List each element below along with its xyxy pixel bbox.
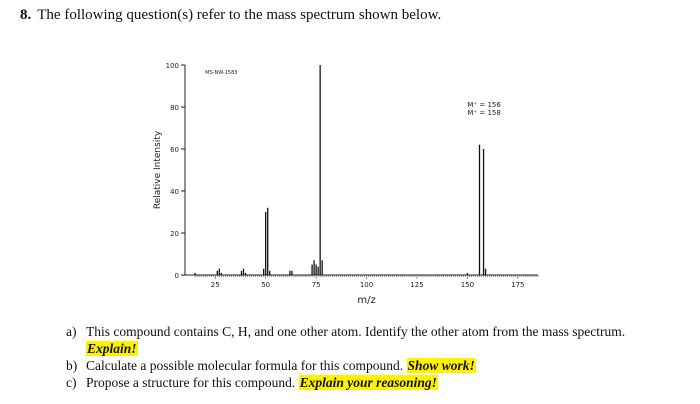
molecular-ion-label: M⁺ = 156 xyxy=(467,101,501,109)
part-c-highlight: Explain your reasoning! xyxy=(298,375,438,390)
part-c-text: Propose a structure for this compound. xyxy=(86,375,296,390)
part-a-label: a) xyxy=(66,324,77,339)
x-tick-label: 100 xyxy=(360,281,373,289)
x-tick-label: 150 xyxy=(461,281,474,289)
part-b-text: Calculate a possible molecular formula f… xyxy=(86,358,404,373)
x-tick-label: 50 xyxy=(261,281,270,289)
part-b: b) Calculate a possible molecular formula… xyxy=(66,357,625,374)
molecular-ion-label: M⁺ = 158 xyxy=(467,109,500,117)
y-axis-title: Relative Intensity xyxy=(153,130,163,209)
part-a-highlight: Explain! xyxy=(86,341,138,356)
mass-spectrum-chart: 0 20 40 60 80 100 25 50 75 100 125 150 175 m/z Relativ… xyxy=(153,62,539,306)
x-tick-label: 175 xyxy=(511,281,524,289)
y-tick-label: 40 xyxy=(170,188,179,196)
y-tick-label: 20 xyxy=(170,230,179,238)
part-c: c) Propose a structure for this compound.… xyxy=(66,374,625,391)
part-a: a) This compound contains C, H, and one o… xyxy=(66,323,625,340)
x-tick-label: 125 xyxy=(410,281,423,289)
y-tick-label: 100 xyxy=(166,62,179,70)
y-tick-label: 0 xyxy=(175,272,179,280)
spectrum-id-label: MS-NW-1583 xyxy=(205,70,237,76)
y-tick-label: 80 xyxy=(170,104,179,112)
question-parts: a) This compound contains C, H, and one o… xyxy=(66,323,625,391)
x-tick-label: 25 xyxy=(211,281,220,289)
part-b-highlight: Show work! xyxy=(406,358,476,373)
x-tick-label: 75 xyxy=(312,281,321,289)
y-tick-label: 60 xyxy=(170,146,179,154)
part-c-label: c) xyxy=(66,375,77,390)
x-axis-title: m/z xyxy=(357,295,375,306)
question-header: 8. The following question(s) refer to the… xyxy=(20,7,441,24)
part-b-label: b) xyxy=(66,358,78,373)
part-a-text: This compound contains C, H, and one oth… xyxy=(86,324,626,339)
question-text: The following question(s) refer to the m… xyxy=(37,7,442,23)
part-a-continuation: Explain! xyxy=(66,340,625,357)
question-number: 8. xyxy=(20,7,32,23)
